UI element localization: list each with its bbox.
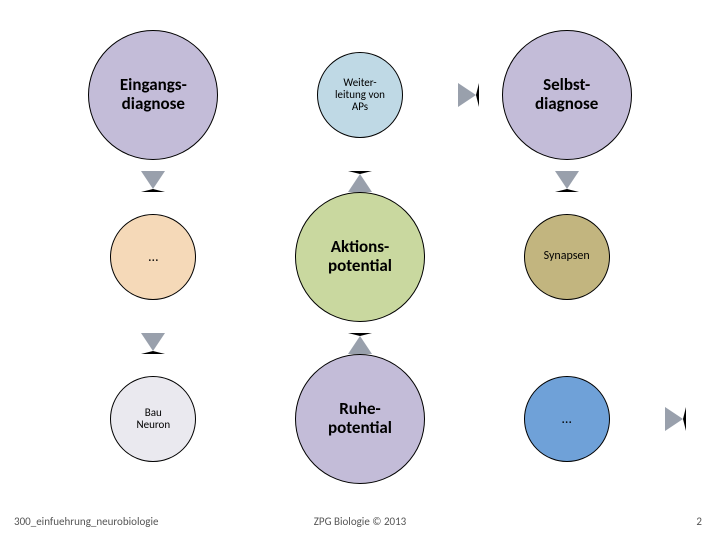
grid-cell: Bau Neuron: [60, 344, 247, 494]
node-n7: Ruhe- potential: [295, 354, 425, 484]
footer-right: 2: [696, 515, 702, 528]
node-label: Eingangs- diagnose: [120, 76, 187, 113]
grid-cell: Aktions- potential: [267, 182, 454, 332]
node-label: Synapsen: [544, 250, 590, 263]
node-label: …: [148, 249, 158, 264]
node-label: Weiter- leitung von APs: [335, 77, 385, 113]
footer-left: 300_einfuehrung_neurobiologie: [14, 515, 158, 528]
grid-cell: Synapsen: [473, 182, 660, 332]
grid-cell: Ruhe- potential: [267, 344, 454, 494]
node-n0: Eingangs- diagnose: [88, 30, 218, 160]
footer-center: ZPG Biologie © 2013: [314, 515, 407, 528]
node-n8: …: [524, 376, 610, 462]
node-label: …: [562, 411, 572, 426]
grid-cell: …: [473, 344, 660, 494]
node-n2: Selbst- diagnose: [502, 30, 632, 160]
node-label: Ruhe- potential: [328, 400, 392, 437]
node-label: Bau Neuron: [137, 407, 171, 431]
node-n6: Bau Neuron: [110, 376, 196, 462]
grid-cell: Eingangs- diagnose: [60, 20, 247, 170]
grid-cell: Weiter- leitung von APs: [267, 20, 454, 170]
grid-cell: …: [60, 182, 247, 332]
node-label: Selbst- diagnose: [535, 76, 598, 113]
node-n4: Aktions- potential: [295, 192, 425, 322]
diagram-grid: Eingangs- diagnose Weiter- leitung von AP…: [60, 20, 660, 494]
node-label: Aktions- potential: [328, 238, 392, 275]
arrow-right-icon: [665, 407, 686, 431]
node-n3: …: [110, 214, 196, 300]
node-n1: Weiter- leitung von APs: [317, 52, 403, 138]
node-n5: Synapsen: [524, 214, 610, 300]
grid-cell: Selbst- diagnose: [473, 20, 660, 170]
